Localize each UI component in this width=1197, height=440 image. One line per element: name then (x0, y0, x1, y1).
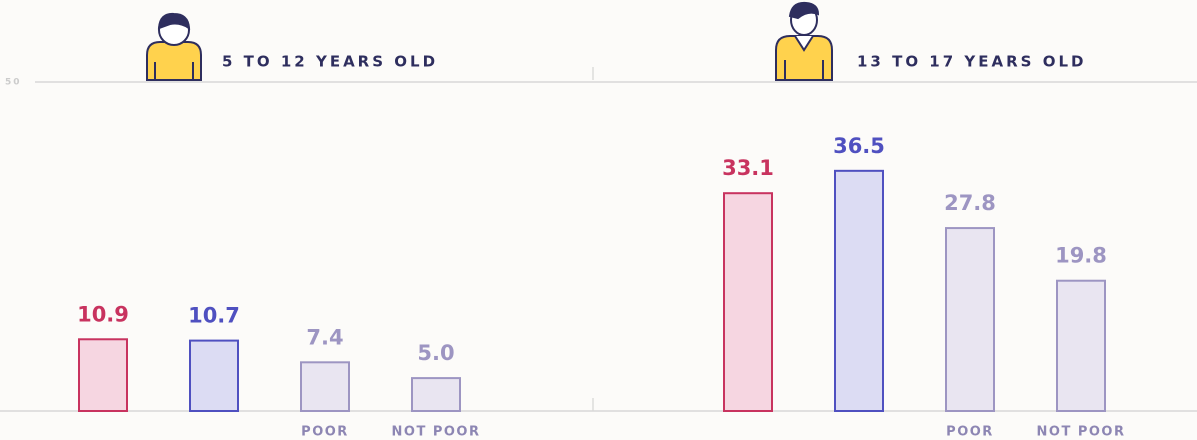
value-label: 36.5 (833, 134, 885, 158)
value-label: 27.8 (944, 191, 996, 215)
bar (411, 377, 461, 413)
x-tick-label: NOT POOR (1037, 425, 1126, 440)
bar (834, 169, 884, 412)
value-label: 10.9 (77, 302, 129, 326)
x-tick-label: POOR (946, 425, 994, 440)
value-label: 10.7 (188, 304, 240, 328)
bar (300, 361, 350, 413)
bar (945, 227, 995, 412)
value-label: 19.8 (1055, 244, 1107, 268)
x-tick-label: POOR (301, 425, 349, 440)
x-tick-label: NOT POOR (392, 425, 481, 440)
bar (189, 339, 239, 412)
value-label: 7.4 (306, 325, 343, 349)
panel-title: 13 TO 17 YEARS OLD (857, 53, 1086, 71)
panel-title: 5 TO 12 YEARS OLD (222, 53, 438, 71)
value-label: 5.0 (417, 341, 454, 365)
child-icon (146, 12, 202, 81)
bar (1056, 279, 1106, 412)
bar (78, 338, 128, 413)
bar (723, 192, 773, 412)
value-label: 33.1 (722, 156, 774, 180)
teen-icon (775, 1, 833, 81)
y-tick-label: 50 (5, 78, 22, 88)
